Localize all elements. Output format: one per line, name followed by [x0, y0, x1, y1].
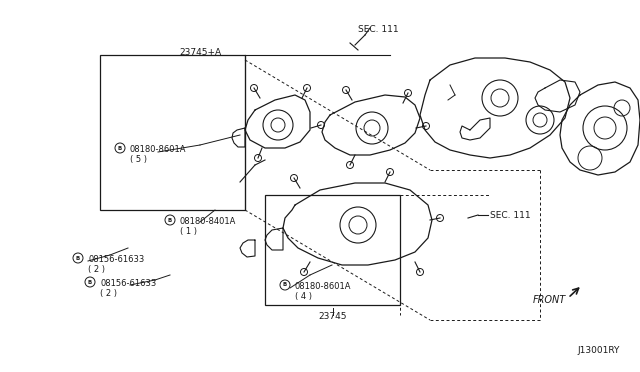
- Circle shape: [280, 280, 290, 290]
- Text: 08180-8601A
( 5 ): 08180-8601A ( 5 ): [130, 145, 186, 164]
- Text: B: B: [88, 279, 92, 285]
- Text: B: B: [283, 282, 287, 288]
- Text: 08156-61633
( 2 ): 08156-61633 ( 2 ): [88, 255, 144, 275]
- Text: 08180-8401A
( 1 ): 08180-8401A ( 1 ): [180, 217, 236, 236]
- Text: 08156-61633
( 2 ): 08156-61633 ( 2 ): [100, 279, 156, 298]
- Circle shape: [115, 143, 125, 153]
- Text: FRONT: FRONT: [533, 295, 566, 305]
- Circle shape: [85, 277, 95, 287]
- Text: B: B: [118, 145, 122, 151]
- Text: 23745: 23745: [319, 312, 348, 321]
- Text: 23745+A: 23745+A: [179, 48, 221, 57]
- Bar: [100, 55, 245, 210]
- Text: B: B: [76, 256, 80, 260]
- Bar: [265, 195, 400, 305]
- Circle shape: [73, 253, 83, 263]
- Text: 08180-8601A
( 4 ): 08180-8601A ( 4 ): [295, 282, 351, 301]
- Text: SEC. 111: SEC. 111: [490, 211, 531, 219]
- Text: SEC. 111: SEC. 111: [358, 25, 399, 34]
- Circle shape: [165, 215, 175, 225]
- Text: J13001RY: J13001RY: [578, 346, 620, 355]
- Text: B: B: [168, 218, 172, 222]
